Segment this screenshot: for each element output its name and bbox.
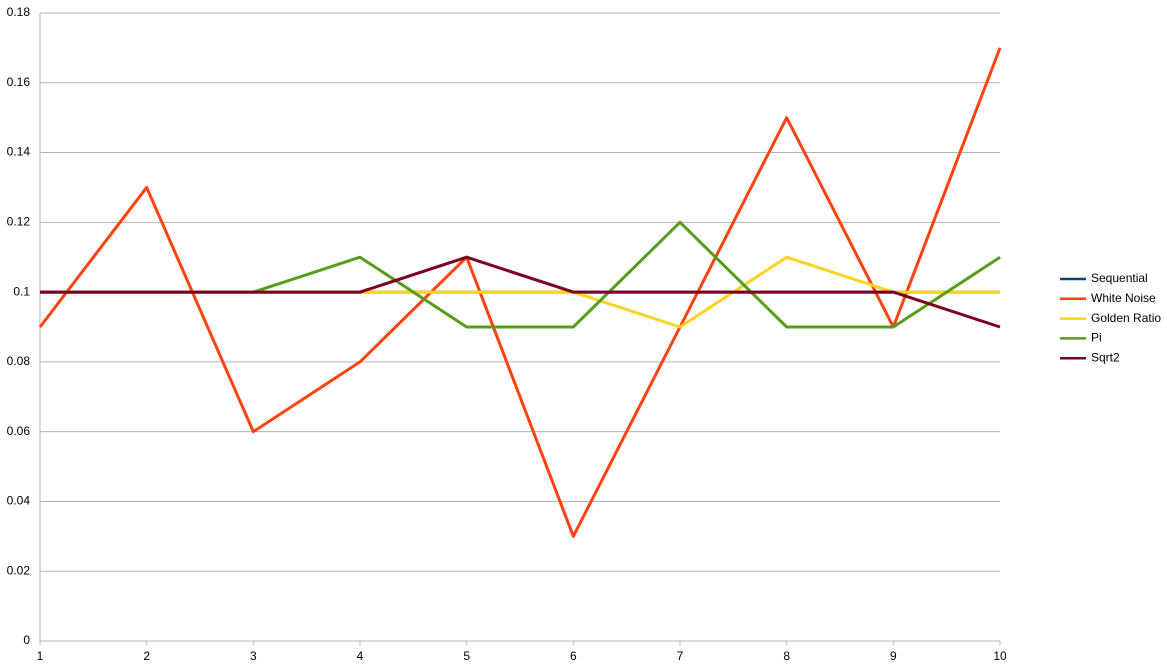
y-tick-label: 0.02 — [7, 563, 31, 577]
y-tick-label: 0.14 — [7, 145, 31, 159]
legend-label: Golden Ratio — [1091, 311, 1161, 325]
x-tick-label: 4 — [357, 649, 364, 663]
x-tick-label: 8 — [783, 649, 790, 663]
legend-label: White Noise — [1091, 291, 1156, 305]
y-tick-label: 0.1 — [13, 284, 30, 298]
y-tick-label: 0.12 — [7, 215, 31, 229]
line-series — [38, 47, 1002, 538]
legend-label: Sqrt2 — [1091, 350, 1120, 364]
legend-label: Sequential — [1091, 271, 1148, 285]
y-tick-label: 0.08 — [7, 354, 31, 368]
x-tick-label: 3 — [250, 649, 257, 663]
y-tick-label: 0.04 — [7, 494, 31, 508]
x-tick-label: 6 — [570, 649, 577, 663]
x-tick-label: 1 — [37, 649, 44, 663]
y-tick-label: 0 — [23, 633, 30, 647]
x-tick-label: 9 — [890, 649, 897, 663]
y-tick-label: 0.06 — [7, 424, 31, 438]
x-tick-label: 2 — [143, 649, 150, 663]
y-tick-label: 0.16 — [7, 75, 31, 89]
legend-label: Pi — [1091, 331, 1102, 345]
x-tick-label: 5 — [463, 649, 470, 663]
x-tick-label: 7 — [677, 649, 684, 663]
line-series — [40, 255, 1001, 329]
x-tick-label: 10 — [993, 649, 1007, 663]
y-tick-label: 0.18 — [7, 5, 31, 19]
